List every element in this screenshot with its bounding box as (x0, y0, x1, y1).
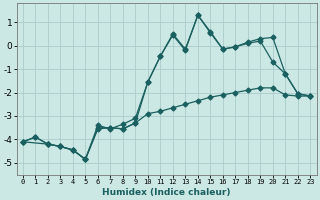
X-axis label: Humidex (Indice chaleur): Humidex (Indice chaleur) (102, 188, 231, 197)
